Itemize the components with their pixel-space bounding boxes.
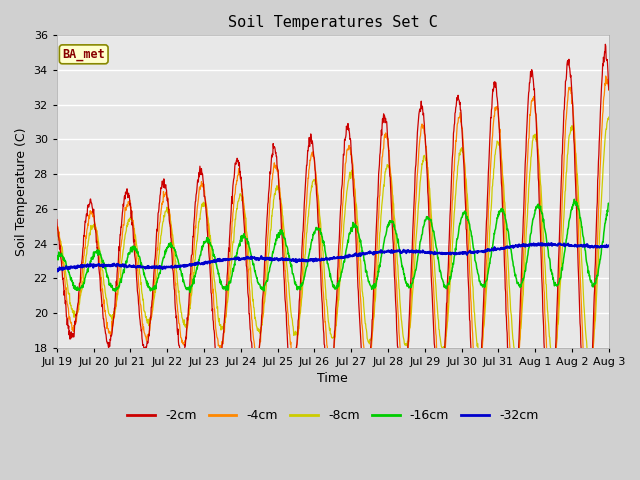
Text: BA_met: BA_met [62, 48, 105, 61]
Title: Soil Temperatures Set C: Soil Temperatures Set C [228, 15, 438, 30]
Legend: -2cm, -4cm, -8cm, -16cm, -32cm: -2cm, -4cm, -8cm, -16cm, -32cm [122, 404, 543, 427]
Y-axis label: Soil Temperature (C): Soil Temperature (C) [15, 127, 28, 256]
X-axis label: Time: Time [317, 372, 348, 385]
